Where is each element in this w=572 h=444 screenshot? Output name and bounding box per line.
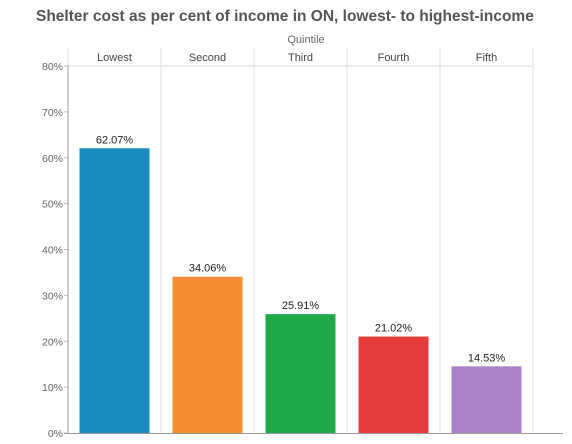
chart-title: Shelter cost as per cent of income in ON… <box>36 8 534 25</box>
data-label: 25.91% <box>282 300 320 312</box>
column-header: Quintile <box>0 34 572 48</box>
bar-fifth <box>451 366 522 433</box>
bar-lowest <box>79 148 150 433</box>
data-label: 21.02% <box>375 323 413 335</box>
y-tick-label: 80% <box>42 61 63 73</box>
y-tick-label: 20% <box>42 336 63 348</box>
category-label: Lowest <box>97 52 132 64</box>
category-label: Third <box>288 52 313 64</box>
y-tick-label: 30% <box>42 290 63 302</box>
data-label: 34.06% <box>189 263 227 275</box>
category-label: Fifth <box>476 52 497 64</box>
category-label: Fourth <box>378 52 410 64</box>
y-tick-label: 0% <box>48 428 63 440</box>
column-header-label: Quintile <box>287 34 325 46</box>
bar-second <box>172 276 243 433</box>
y-tick-label: 70% <box>42 107 63 119</box>
data-label: 14.53% <box>468 352 506 364</box>
y-tick-label: 60% <box>42 153 63 165</box>
category-label: Second <box>189 52 226 64</box>
bar-fourth <box>358 336 429 433</box>
data-label: 62.07% <box>96 134 134 146</box>
bar-third <box>265 314 336 433</box>
y-tick-label: 40% <box>42 245 63 257</box>
y-tick-label: 10% <box>42 382 63 394</box>
y-tick-label: 50% <box>42 199 63 211</box>
